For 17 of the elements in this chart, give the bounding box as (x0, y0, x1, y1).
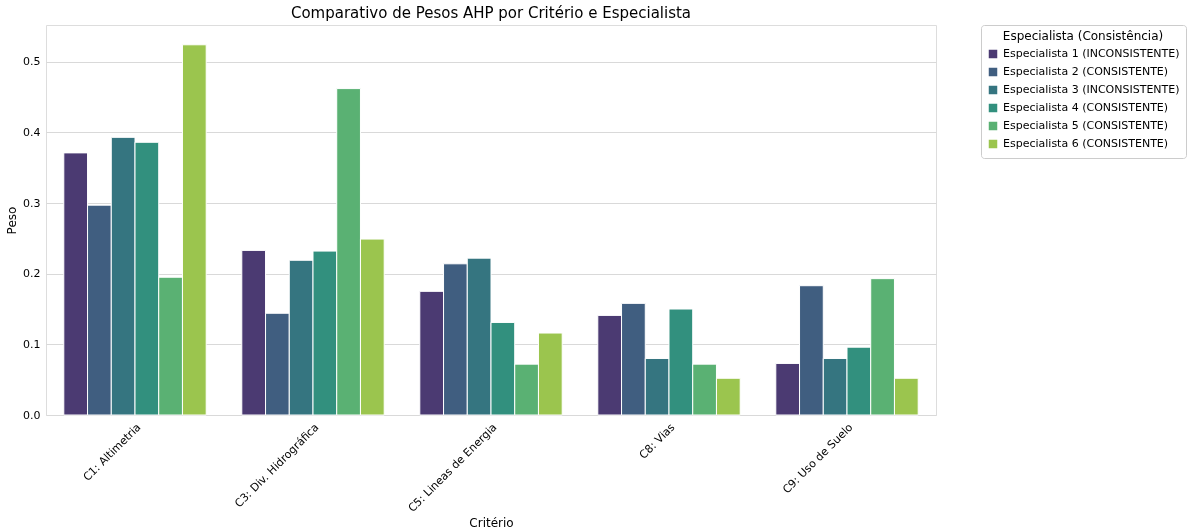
legend-label: Especialista 5 (CONSISTENTE) (1003, 119, 1169, 132)
chart-title: Comparativo de Pesos AHP por Critério e Especialista (290, 3, 692, 22)
y-tick-label: 0.1 (23, 337, 41, 351)
y-tick-label: 0.2 (23, 267, 41, 281)
legend-title: Especialista (Consistência) (1002, 29, 1164, 43)
y-axis-title: Peso (5, 206, 20, 235)
y-tick-label: 0.5 (23, 55, 41, 69)
y-tick-label: 0.3 (23, 196, 41, 210)
legend-label: Especialista 6 (CONSISTENTE) (1003, 137, 1169, 150)
x-axis-title: Critério (469, 516, 514, 530)
legend-label: Especialista 3 (INCONSISTENTE) (1003, 83, 1180, 96)
legend-label: Especialista 2 (CONSISTENTE) (1003, 65, 1169, 78)
y-tick-label: 0.4 (23, 125, 41, 139)
y-tick-label: 0.0 (23, 408, 41, 422)
legend-label: Especialista 4 (CONSISTENTE) (1003, 101, 1169, 114)
legend-label: Especialista 1 (INCONSISTENTE) (1003, 47, 1180, 60)
x-tick-label: C8: Vias (636, 420, 678, 462)
